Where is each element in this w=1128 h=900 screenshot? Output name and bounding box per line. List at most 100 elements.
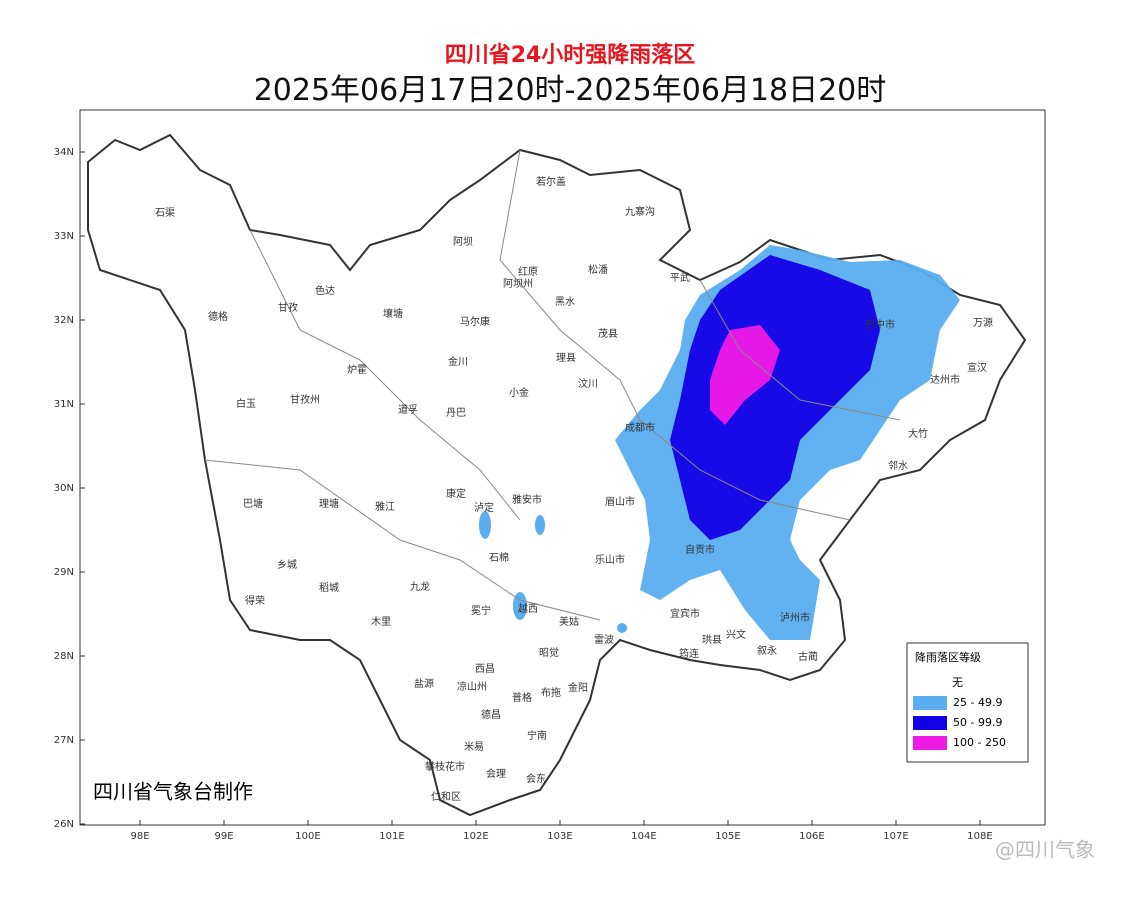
lon-label: 106E [799,831,824,842]
place-label: 道孚 [398,403,418,416]
legend-swatch [913,736,947,750]
place-label: 九龙 [410,580,430,593]
rain-area [617,623,627,633]
place-label: 雷波 [594,633,614,646]
lon-label: 100E [295,831,320,842]
place-label: 雅江 [375,500,395,513]
legend-label: 100 - 250 [953,736,1006,749]
lat-label: 27N [54,735,74,746]
map-title: 四川省24小时强降雨落区 [445,43,696,68]
place-label: 茂县 [598,327,618,340]
place-label: 若尔盖 [536,175,566,188]
place-label: 巴中市 [865,318,895,331]
place-label: 宣汉 [967,361,987,374]
lon-label: 101E [379,831,404,842]
place-label: 马尔康 [460,315,490,328]
lon-label: 107E [883,831,908,842]
place-label: 汶川 [578,377,598,390]
place-label: 德格 [208,310,228,323]
place-label: 邻水 [888,459,908,472]
place-label: 珙县 [702,634,722,646]
place-label: 米易 [464,740,484,753]
place-label: 理县 [556,352,576,364]
place-label: 九寨沟 [625,205,655,218]
place-label: 得荣 [245,595,265,607]
place-label: 丹巴 [446,407,466,419]
place-label: 成都市 [625,421,655,434]
border [249,229,521,521]
legend-label: 50 - 99.9 [953,716,1002,729]
place-label: 金川 [448,355,468,368]
place-label: 昭觉 [539,647,559,659]
lat-label: 33N [54,231,74,242]
border [204,459,601,621]
place-label: 泸定 [474,501,494,514]
place-label: 筠连 [679,647,699,660]
place-label: 普格 [512,691,532,704]
lon-label: 102E [463,831,488,842]
place-label: 古蔺 [798,650,818,663]
rain-area [535,515,545,535]
legend-label: 25 - 49.9 [953,696,1002,709]
lat-label: 34N [54,147,74,158]
lat-label: 32N [54,315,74,326]
place-label: 乐山市 [595,553,625,566]
place-label: 达州市 [930,373,960,386]
place-label: 会理 [486,767,506,780]
place-label: 叙永 [757,644,777,657]
place-label: 巴塘 [243,497,263,510]
lon-label: 99E [214,831,233,842]
lat-label: 28N [54,651,74,662]
border [699,279,901,421]
place-label: 金阳 [568,681,588,694]
place-label: 德昌 [481,708,501,721]
credit: 四川省气象台制作 [93,780,253,804]
place-label: 眉山市 [605,495,635,508]
border [499,149,641,421]
place-label: 稻城 [319,582,339,594]
lat-label: 29N [54,567,74,578]
place-label: 阿坝州 [503,278,533,290]
place-label: 木里 [371,616,391,628]
place-label: 黑水 [555,296,575,308]
lat-label: 31N [54,399,74,410]
lon-label: 98E [130,831,149,842]
place-label: 石渠 [155,207,175,219]
place-label: 美姑 [559,615,579,628]
place-label: 攀枝花市 [425,760,465,773]
rain-area [513,592,527,620]
place-label: 自贡市 [685,543,715,556]
place-label: 甘孜 [278,301,298,314]
place-label: 雅安市 [512,493,542,506]
map-subtitle: 2025年06月17日20时-2025年06月18日20时 [254,73,887,108]
border [639,419,851,521]
place-label: 凉山州 [457,680,487,693]
place-label: 壤塘 [383,307,403,320]
place-label: 阿坝 [453,236,473,248]
place-label: 甘孜州 [290,393,320,406]
lon-label: 103E [547,831,572,842]
legend-title: 降雨落区等级 [915,650,981,664]
place-label: 红原 [518,265,538,278]
rain-area [670,255,880,540]
lon-label: 105E [715,831,740,842]
lon-label: 104E [631,831,656,842]
place-label: 会东 [526,772,546,785]
rain-area [479,511,491,539]
place-label: 万源 [973,316,993,329]
lat-label: 26N [54,819,74,830]
place-label: 宜宾市 [670,607,700,620]
legend-swatch [913,716,947,730]
rain-area [710,325,780,425]
lon-label: 108E [967,831,992,842]
place-label: 盐源 [414,677,434,690]
region-borders [204,149,901,621]
place-label: 松潘 [588,263,608,276]
place-label: 炉霍 [347,364,367,376]
place-label: 布拖 [541,686,561,699]
legend-label: 无 [952,676,963,689]
place-label: 色达 [315,284,335,297]
lat-label: 30N [54,483,74,494]
place-label: 石棉 [489,551,509,564]
